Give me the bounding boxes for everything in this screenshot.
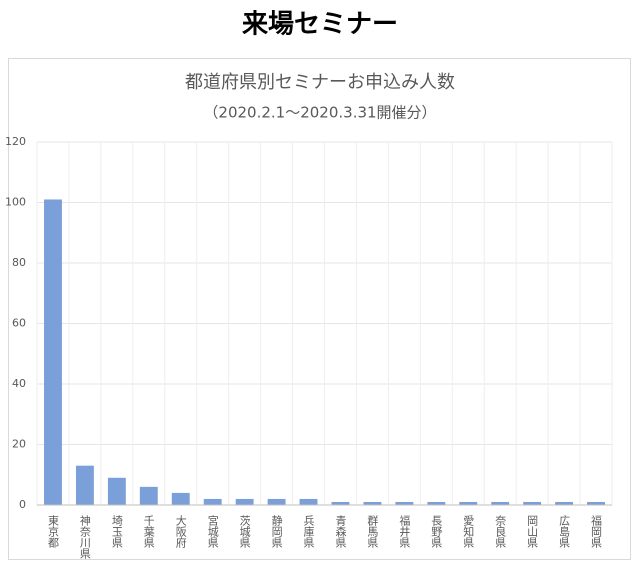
- bar: [459, 501, 478, 505]
- bar: [44, 199, 62, 505]
- bar: [523, 501, 542, 505]
- x-tick-label: 埼玉県: [110, 514, 123, 549]
- y-tick-label: 40: [12, 377, 26, 390]
- bar: [75, 465, 94, 505]
- bar: [331, 501, 350, 505]
- x-tick-label: 福岡県: [590, 514, 603, 549]
- y-tick-label: 0: [19, 498, 26, 511]
- bar: [491, 501, 510, 505]
- x-tick-label: 大阪府: [174, 514, 187, 549]
- y-tick-label: 80: [12, 256, 26, 269]
- y-tick-label: 20: [12, 438, 26, 451]
- x-tick-label: 群馬県: [366, 514, 379, 549]
- page-title: 来場セミナー: [242, 10, 398, 40]
- x-tick-label: 東京都: [46, 515, 59, 548]
- bar: [171, 492, 190, 505]
- x-tick-label: 神奈川県: [78, 514, 91, 560]
- x-tick-label: 岡山県: [526, 515, 539, 549]
- bar: [427, 501, 446, 505]
- chart-subtitle: （2020.2.1〜2020.3.31開催分）: [203, 104, 436, 122]
- y-tick-label: 120: [5, 135, 26, 148]
- x-tick-label: 青森県: [334, 515, 347, 549]
- x-tick-label: 長野県: [430, 515, 443, 549]
- bar: [107, 477, 126, 505]
- x-tick-label: 千葉県: [142, 515, 155, 549]
- x-tick-label: 福井県: [398, 514, 411, 549]
- bar: [299, 498, 318, 505]
- y-tick-label: 60: [12, 317, 26, 330]
- bar: [139, 486, 158, 505]
- x-tick-label: 宮城県: [206, 514, 219, 549]
- x-tick-label: 奈良県: [494, 514, 507, 549]
- x-tick-label: 広島県: [558, 515, 571, 549]
- bar: [267, 498, 286, 505]
- x-tick-label: 静岡県: [270, 514, 283, 549]
- x-tick-label: 兵庫県: [302, 515, 315, 549]
- x-tick-label: 愛知県: [462, 515, 475, 549]
- bar: [203, 498, 222, 505]
- bar: [363, 501, 382, 505]
- y-tick-label: 100: [5, 196, 26, 209]
- chart-frame: [8, 58, 631, 560]
- bar: [555, 501, 574, 505]
- x-tick-label: 茨城県: [238, 514, 251, 549]
- bar: [587, 501, 605, 505]
- chart-title: 都道府県別セミナーお申込み人数: [185, 72, 455, 93]
- bar: [395, 501, 414, 505]
- bar: [235, 498, 254, 505]
